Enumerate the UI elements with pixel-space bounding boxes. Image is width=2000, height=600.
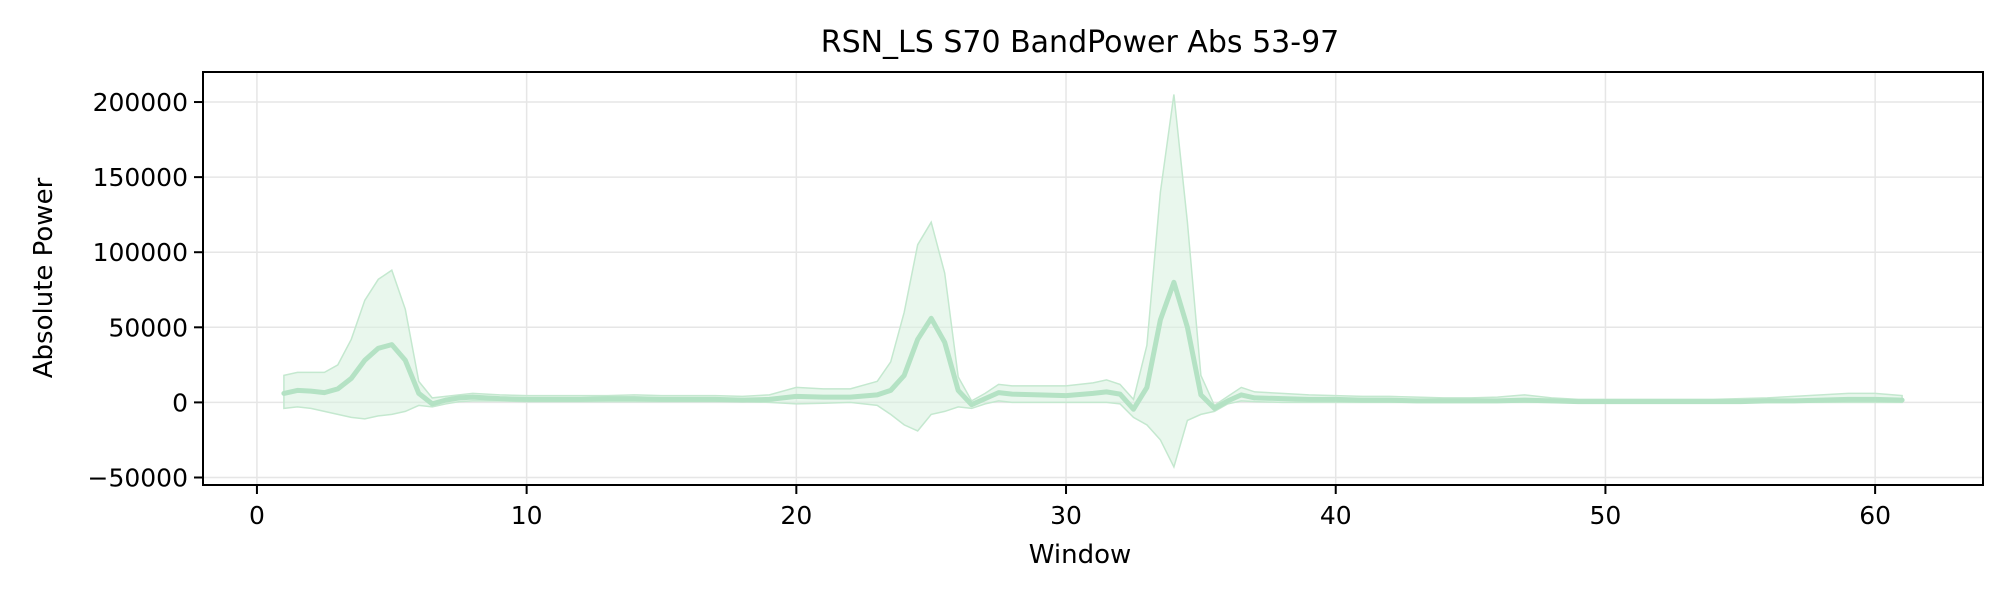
x-tick-label: 40 <box>1320 501 1352 530</box>
series-line <box>281 279 1905 412</box>
grid-lines <box>203 72 1983 485</box>
y-tick-label: 200000 <box>93 88 188 117</box>
x-tick-label: 50 <box>1590 501 1622 530</box>
plot-frame <box>202 71 1984 486</box>
y-axis-label: Absolute Power <box>29 177 59 378</box>
chart-title: RSN_LS S70 BandPower Abs 53-97 <box>821 25 1340 60</box>
y-tick-label: 150000 <box>93 163 188 192</box>
x-tick-label: 10 <box>511 501 543 530</box>
y-tick-label: 50000 <box>108 313 188 342</box>
y-axis: −50000 0 50000 100000 150000 200000 <box>88 88 203 492</box>
y-tick-label: 0 <box>172 388 188 417</box>
x-axis-label: Window <box>1029 540 1132 570</box>
x-tick-label: 60 <box>1859 501 1891 530</box>
x-tick-label: 20 <box>780 501 812 530</box>
x-tick-label: 30 <box>1050 501 1082 530</box>
series-line-group <box>281 279 1905 412</box>
y-tick-label: 100000 <box>93 238 188 267</box>
y-tick-label: −50000 <box>88 463 188 492</box>
x-axis: 0 10 20 30 40 50 60 <box>249 485 1891 530</box>
x-tick-label: 0 <box>249 501 265 530</box>
